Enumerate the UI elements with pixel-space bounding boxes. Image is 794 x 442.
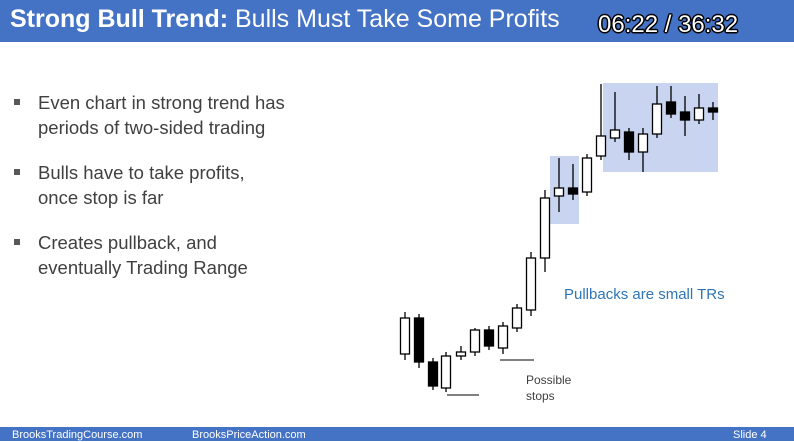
bull-candle-body [511,307,523,329]
title-rest-part: Bulls Must Take Some Profits [228,5,560,33]
bullet-square-icon [14,99,20,105]
bullet-text-line: periods of two-sided trading [38,117,266,138]
slide-number: Slide 4 [733,429,767,441]
slide-header: Strong Bull Trend: Bulls Must Take Some … [0,0,794,42]
bull-candle-body [539,197,551,259]
bear-candle-body [707,107,719,113]
candlestick-chart [399,83,719,396]
bull-candle-body [497,325,509,349]
stops-note-line: stops [526,389,555,403]
bear-candle-body [665,101,677,115]
bull-candle-body [609,129,621,139]
stops-note-line: Possible [526,373,572,387]
bull-candle-body [525,257,537,311]
bullet-text-line: eventually Trading Range [38,257,248,278]
bull-candle-body [399,317,411,355]
video-timestamp: 06:22 / 36:32 [598,11,739,38]
footer-link-middle[interactable]: BrooksPriceAction.com [192,429,306,441]
bullet-text-line: Even chart in strong trend has [38,92,285,113]
bear-candle-body [413,317,425,363]
bullet-text-line: once stop is far [38,187,164,208]
footer-link-left[interactable]: BrooksTradingCourse.com [12,429,143,441]
slide-title: Strong Bull Trend: Bulls Must Take Some … [10,5,560,34]
bull-candle-body [455,351,467,357]
bullet-item: Creates pullback, and eventually Trading… [14,230,344,280]
bull-candle-body [553,187,565,197]
bear-candle-body [623,131,635,153]
bull-candle-body [440,355,452,389]
bull-candle-body [651,103,663,135]
bullet-square-icon [14,239,20,245]
bull-candle-body [581,157,593,193]
title-bold-part: Strong Bull Trend: [10,5,229,33]
bullet-item: Even chart in strong trend has periods o… [14,90,344,140]
bullet-item: Bulls have to take profits, once stop is… [14,160,344,210]
bullet-square-icon [14,169,20,175]
bull-candle-body [469,329,481,353]
bullet-list: Even chart in strong trend has periods o… [14,90,344,300]
bear-candle-body [679,111,691,121]
pullbacks-note: Pullbacks are small TRs [564,286,725,303]
bull-candle-body [637,133,649,153]
slide-footer: BrooksTradingCourse.com BrooksPriceActio… [0,427,794,441]
possible-stops-note: Possible stops [526,372,571,404]
bear-candle-body [483,329,495,347]
bear-candle-body [427,361,439,387]
bullet-text-line: Bulls have to take profits, [38,162,245,183]
bull-candle-body [693,107,705,121]
candles-group [399,84,719,392]
bullet-text-line: Creates pullback, and [38,232,217,253]
bear-candle-body [567,187,579,195]
bull-candle-body [595,135,607,157]
